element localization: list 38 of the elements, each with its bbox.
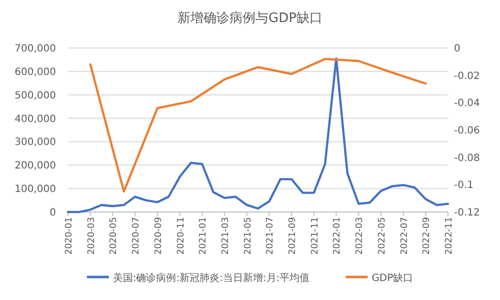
y2-tick-label: -0.08: [454, 152, 480, 164]
y-tick-label: 400,000: [14, 114, 56, 125]
y-tick-label: 700,000: [14, 44, 56, 54]
x-tick-label: 2021-05: [243, 217, 254, 255]
y-tick-label: 500,000: [14, 90, 56, 102]
x-tick-label: 2022-09: [422, 216, 432, 255]
x-tick-label: 2020-03: [86, 217, 97, 255]
x-tick-label: 2022-11: [444, 217, 454, 255]
x-tick-label: 2020-01: [64, 217, 74, 255]
legend-label: GDP缺口: [372, 272, 414, 284]
y-tick-label: 300,000: [14, 137, 56, 148]
x-tick-label: 2021-09: [288, 216, 298, 255]
y-tick-label: 200,000: [14, 160, 56, 172]
y2-tick-label: -0.02: [454, 70, 480, 82]
x-tick-label: 2021-01: [198, 217, 209, 255]
x-tick-label: 2022-07: [400, 217, 410, 255]
y2-tick-label: -0.12: [454, 208, 480, 218]
x-tick-label: 2022-05: [377, 217, 388, 255]
y2-tick-label: 0: [454, 44, 460, 54]
y-tick-label: 600,000: [14, 66, 56, 78]
x-tick-label: 2020-09: [154, 216, 164, 255]
x-tick-label: 2021-11: [310, 217, 320, 255]
legend-label: 美国:确诊病例:新冠肺炎:当日新增:月:平均值: [112, 272, 310, 284]
y2-tick-label: -0.06: [454, 126, 480, 136]
x-tick-label: 2021-03: [220, 217, 231, 255]
line-series: [66, 57, 450, 214]
x-tick-label: 2022-03: [355, 217, 366, 255]
x-tick-label: 2022-01: [332, 217, 343, 255]
line-series: [89, 58, 427, 193]
y2-tick-label: -0.04: [454, 98, 480, 110]
y-tick-label: 100,000: [14, 184, 56, 196]
y2-tick-label: -0.1: [454, 180, 474, 192]
x-tick-label: 2020-05: [109, 217, 120, 255]
y-tick-label: 0: [50, 208, 56, 218]
x-tick-label: 2021-07: [266, 217, 276, 255]
x-tick-label: 2020-11: [176, 217, 186, 255]
chart-title: 新增确诊病例与GDP缺口: [178, 11, 322, 26]
x-tick-label: 2020-07: [132, 217, 142, 255]
